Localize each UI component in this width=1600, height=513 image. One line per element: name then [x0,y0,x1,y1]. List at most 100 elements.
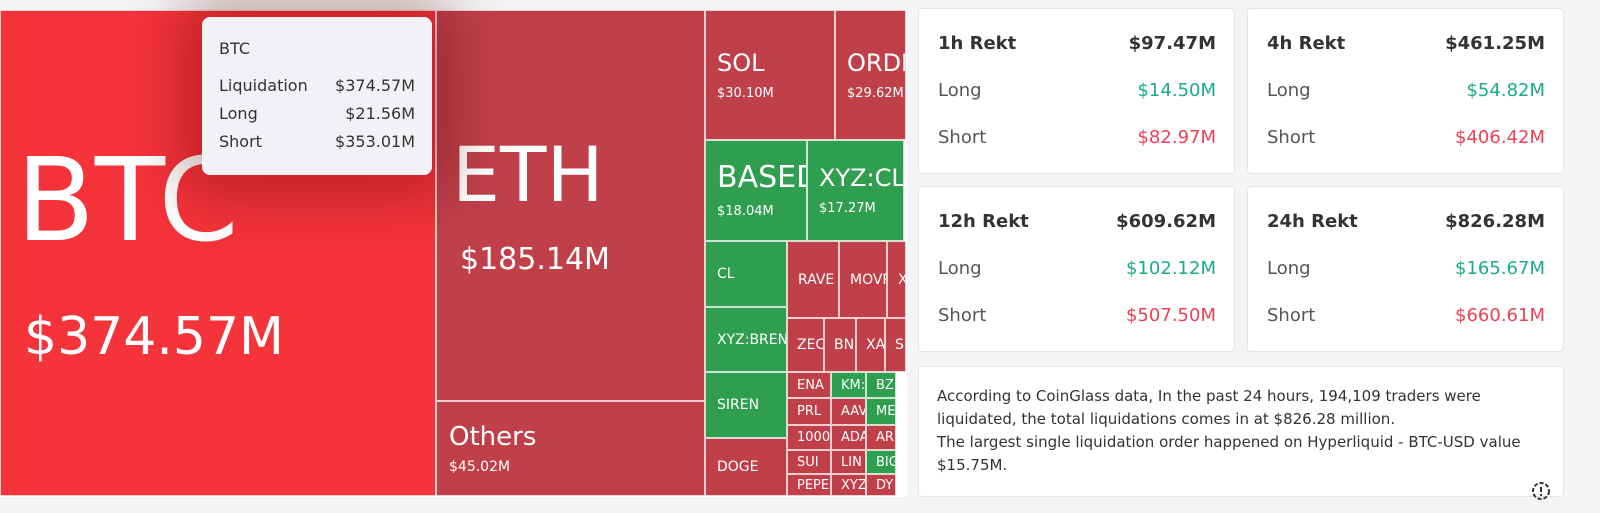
tile-label: ZEC [797,337,824,353]
tooltip-value: $374.57M [335,75,415,95]
long-value: $14.50M [1137,80,1216,101]
tile-label: KM: [841,377,866,393]
card-title: 4h Rekt [1267,33,1346,54]
treemap-tile[interactable]: XYZ:BRENT [705,307,787,372]
treemap-tile[interactable]: X [887,241,906,318]
tile-value: $374.57M [24,306,284,367]
treemap-tile[interactable]: PEPE [787,474,831,496]
long-value: $102.12M [1126,258,1216,279]
treemap-tile[interactable]: LIN [831,450,866,474]
tile-label: RAVE [798,271,835,288]
tile-label: XA [866,337,885,353]
treemap-tile[interactable]: SOL $30.10M [705,10,835,140]
card-header: 1h Rekt $97.47M [938,33,1216,80]
tile-label: XYZ:CL [819,164,904,192]
tile-label: BZ [876,377,894,393]
tile-label: ORDI [847,48,906,77]
treemap-tile[interactable]: BIG [866,450,896,474]
short-label: Short [938,305,987,326]
tile-value: $45.02M [449,458,511,475]
tile-label: ETH [452,129,604,219]
long-label: Long [1267,258,1311,279]
treemap-tile[interactable]: SUI [787,450,831,474]
treemap: BTC $374.57M ETH $185.14M Others $45.02M SOL $3… [0,10,907,497]
tile-label: BIG [876,454,895,470]
treemap-tile[interactable]: DOGE [705,438,787,496]
treemap-tile[interactable]: DY [866,474,896,496]
tile-label: BASED [717,160,806,195]
card-header: 24h Rekt $826.28M [1267,211,1545,258]
card-total: $609.62M [1116,211,1216,232]
short-value: $406.42M [1455,127,1545,148]
card-title: 24h Rekt [1267,211,1358,232]
card-row: Long $54.82M [1267,80,1545,127]
treemap-tile[interactable]: S [885,318,906,372]
tile-label: SIREN [717,397,760,413]
card-header: 4h Rekt $461.25M [1267,33,1545,80]
long-label: Long [938,80,982,101]
tile-label: LIN [841,454,862,470]
card-row: Short $406.42M [1267,127,1545,174]
treemap-tile[interactable]: ORDI $29.62M [835,10,906,140]
tile-label: PEPE [797,477,830,493]
tooltip-label: Liquidation [219,75,308,95]
tile-label: CL [717,266,735,282]
treemap-tile[interactable]: MOVR [839,241,887,318]
treemap-tile[interactable]: AR [866,425,896,450]
treemap-tile[interactable]: 1000 [787,425,831,450]
tile-value: $18.04M [717,204,774,219]
tile-label: DY [876,477,894,493]
tile-label: S [895,337,904,353]
treemap-tile[interactable]: XA [856,318,885,372]
tile-value: $30.10M [717,85,774,101]
treemap-tile[interactable]: BN [824,318,856,372]
treemap-tile[interactable]: ME [866,398,896,425]
summary: According to CoinGlass data, In the past… [918,366,1564,497]
tile-label: MOVR [850,271,886,288]
tile-value: $29.62M [847,85,904,101]
stat-card: 12h Rekt $609.62M Long $102.12M Short $507.50… [918,186,1235,352]
card-row: Short $82.97M [938,127,1216,174]
treemap-tile[interactable]: ADA [831,425,866,450]
short-value: $660.61M [1455,305,1545,326]
stat-card: 24h Rekt $826.28M Long $165.67M Short $660.61… [1247,186,1564,352]
long-value: $165.67M [1455,258,1545,279]
short-label: Short [1267,305,1316,326]
tooltip: BTC Liquidation $374.57M Long $21.56M Shor… [202,17,432,175]
treemap-tile[interactable]: SIREN [705,372,787,438]
settings-icon[interactable] [1530,480,1552,502]
tile-label: BN [834,337,855,353]
treemap-tile[interactable]: CL [705,241,787,307]
tooltip-label: Short [219,131,262,151]
treemap-tile[interactable]: PRL [787,398,831,425]
treemap-tile[interactable]: ETH $185.14M [436,10,705,401]
treemap-tile[interactable]: ZEC [787,318,824,372]
treemap-tile[interactable]: BASED $18.04M [705,140,807,241]
treemap-tile[interactable]: Others $45.02M [436,401,705,496]
treemap-tile[interactable]: XYZ [831,474,866,496]
tile-label: SUI [797,454,819,470]
card-title: 12h Rekt [938,211,1029,232]
tile-label: DOGE [717,459,759,475]
treemap-tile[interactable]: XYZ:CL $17.27M [807,140,904,241]
treemap-tile[interactable]: ENA [787,372,831,398]
summary-line: According to CoinGlass data, In the past… [937,387,1481,428]
card-header: 12h Rekt $609.62M [938,211,1216,258]
treemap-tile[interactable]: KM: [831,372,866,398]
tile-value: $17.27M [819,201,876,216]
card-total: $97.47M [1128,33,1216,54]
treemap-tile[interactable]: AAV [831,398,866,425]
tile-label: XYZ:BRENT [717,331,786,348]
stat-card: 1h Rekt $97.47M Long $14.50M Short $82.97M [918,8,1235,174]
short-value: $507.50M [1126,305,1216,326]
treemap-tile[interactable]: BZ [866,372,896,398]
tile-label: XYZ [841,477,866,493]
tile-label: ADA [841,430,866,445]
tooltip-value: $353.01M [335,131,415,151]
short-label: Short [938,127,987,148]
card-row: Long $165.67M [1267,258,1545,305]
treemap-tile[interactable]: RAVE [787,241,839,318]
long-label: Long [938,258,982,279]
short-value: $82.97M [1137,127,1216,148]
tile-label: AR [876,430,894,445]
